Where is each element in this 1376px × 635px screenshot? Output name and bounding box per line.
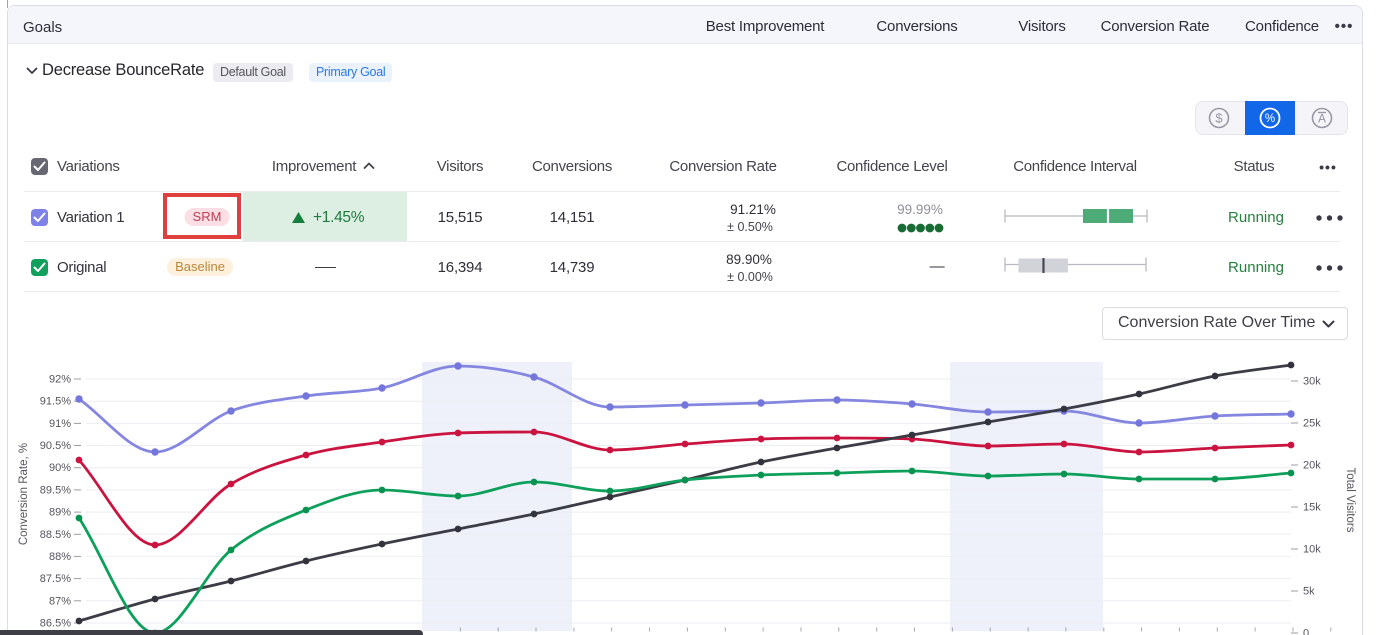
svg-text:20k: 20k: [1303, 460, 1321, 472]
svg-text:86.5%: 86.5%: [40, 618, 71, 630]
svg-text:25k: 25k: [1303, 418, 1321, 430]
svg-text:10k: 10k: [1303, 544, 1321, 556]
svg-text:87.5%: 87.5%: [40, 573, 71, 585]
svg-text:A: A: [1318, 112, 1326, 126]
svg-text:92%: 92%: [49, 374, 71, 386]
svg-text:Total Visitors: Total Visitors: [1344, 468, 1356, 533]
svg-text:90%: 90%: [49, 462, 71, 474]
svg-text:87%: 87%: [49, 595, 71, 607]
svg-text:$: $: [1215, 111, 1223, 126]
svg-text:0: 0: [1303, 628, 1309, 635]
svg-text:88.5%: 88.5%: [40, 529, 71, 541]
svg-text:90.5%: 90.5%: [40, 440, 71, 452]
svg-text:5k: 5k: [1303, 586, 1315, 598]
svg-text:15k: 15k: [1303, 502, 1321, 514]
svg-text:89%: 89%: [49, 507, 71, 519]
svg-text:91.5%: 91.5%: [40, 396, 71, 408]
svg-text:%: %: [1265, 113, 1275, 125]
svg-text:91%: 91%: [49, 418, 71, 430]
svg-text:Conversion Rate, %: Conversion Rate, %: [18, 443, 30, 545]
svg-text:88%: 88%: [49, 551, 71, 563]
svg-text:89.5%: 89.5%: [40, 484, 71, 496]
svg-text:30k: 30k: [1303, 376, 1321, 388]
